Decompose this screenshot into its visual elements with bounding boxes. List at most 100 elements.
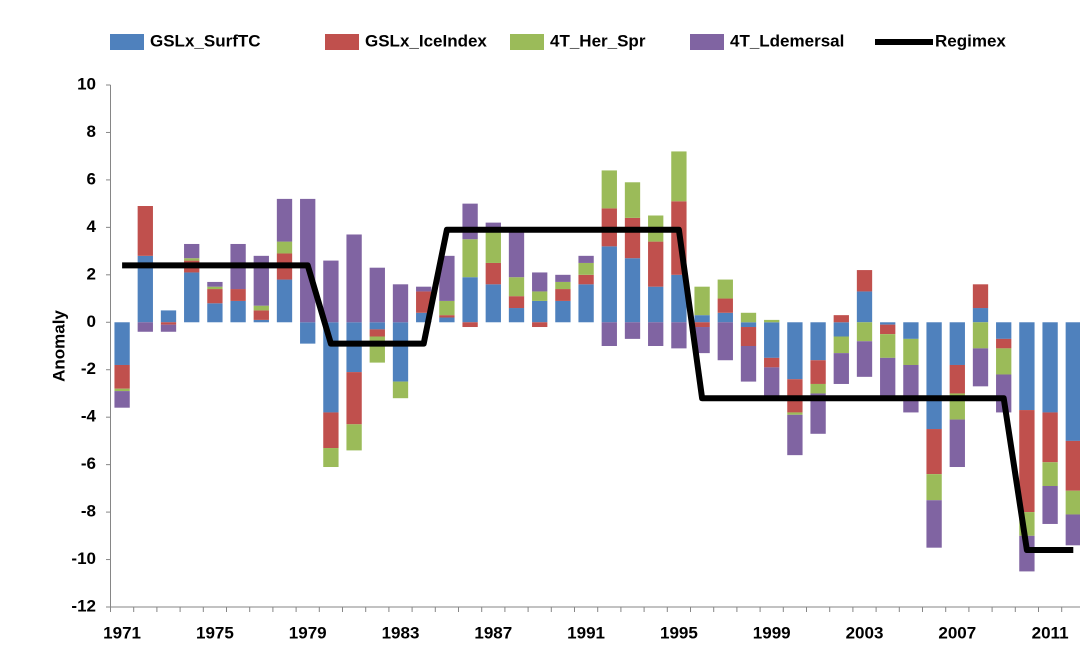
bar-segment [787, 414, 803, 456]
bar-segment [1042, 485, 1058, 524]
bar-segment [949, 364, 965, 394]
bar-segment [810, 383, 826, 394]
bar-segment [856, 270, 873, 292]
y-tick-label: 4 [87, 217, 97, 236]
bar-segment [485, 232, 501, 263]
bar-segment [439, 317, 455, 323]
bar-segment [648, 286, 664, 323]
bar-segment [485, 284, 501, 323]
bar-segment [485, 262, 501, 285]
bar-segment [787, 412, 803, 415]
bar-segment [416, 291, 432, 313]
bar-segment [369, 336, 385, 363]
bar-segment [253, 319, 269, 323]
bar-segment [508, 232, 525, 278]
bar-segment [740, 327, 757, 346]
legend-swatch [110, 34, 144, 50]
bar-segment [926, 429, 942, 475]
bar-segment [648, 241, 664, 287]
bar-segment [996, 322, 1012, 339]
bar-segment [903, 322, 919, 339]
legend-swatch [690, 34, 724, 50]
bar-segment [392, 322, 409, 382]
x-tick-label: 2003 [846, 623, 884, 642]
bar-segment [764, 319, 780, 323]
bar-segment [601, 170, 617, 209]
bar-segment [462, 203, 478, 240]
y-tick-label: -2 [81, 359, 96, 378]
bar-segment [416, 286, 432, 292]
bar-segment [624, 258, 641, 323]
y-axis-label: Anomaly [49, 310, 68, 382]
bar-segment [764, 322, 780, 358]
bar-segment [253, 310, 269, 320]
bar-segment [184, 243, 200, 259]
bar-segment [1019, 410, 1035, 513]
x-tick-label: 1983 [382, 623, 420, 642]
bar-segment [717, 312, 733, 323]
bar-segment [439, 315, 455, 318]
bar-segment [926, 322, 942, 430]
bar-segment [207, 289, 223, 304]
bar-segment [578, 255, 594, 263]
bar-segment [508, 296, 525, 309]
bar-segment [114, 322, 130, 365]
bar-segment [555, 274, 571, 282]
bar-segment [972, 284, 989, 309]
bar-segment [880, 324, 896, 335]
regime-line [122, 226, 1074, 554]
x-tick-label: 1987 [474, 623, 512, 642]
x-tick-label: 1979 [289, 623, 327, 642]
bar-segment [833, 315, 849, 323]
bar-segment [833, 322, 849, 337]
x-tick-label: 1995 [660, 623, 698, 642]
bar-segment [276, 279, 293, 323]
legend-label: GSLx_IceIndex [365, 31, 487, 50]
bar-segment [810, 360, 826, 384]
bar-segment [1042, 322, 1058, 413]
bar-segment [740, 322, 757, 328]
bar-segment [880, 357, 896, 401]
bar-segment [578, 284, 594, 323]
bar-segment [184, 272, 200, 323]
x-tick-label: 2011 [1032, 623, 1069, 642]
bar-segment [624, 182, 641, 218]
bar-segment [555, 289, 571, 301]
bar-segment [671, 322, 687, 349]
legend-label: GSLx_SurfTC [150, 31, 261, 50]
legend-swatch [325, 34, 359, 50]
bar-segment [624, 217, 641, 259]
bar-segment [996, 348, 1012, 375]
bar-segment [346, 424, 362, 451]
bar-segment [462, 322, 478, 328]
bar-segment [184, 258, 200, 261]
x-tick-label: 1971 [103, 623, 141, 642]
y-tick-label: -10 [71, 549, 96, 568]
bar-segment [1042, 462, 1058, 486]
bar-segment [137, 322, 153, 332]
x-tick-label: 1999 [753, 623, 791, 642]
bar-segment [694, 286, 710, 316]
y-tick-label: -12 [71, 596, 96, 615]
bar-segment [114, 364, 130, 389]
bar-segment [532, 272, 548, 292]
bar-segment [300, 322, 316, 344]
bar-segment [903, 338, 919, 365]
bar-segment [160, 322, 177, 325]
bar-segment [740, 312, 757, 323]
bar-segment [764, 357, 780, 368]
y-tick-label: -6 [81, 454, 96, 473]
bar-segment [740, 346, 757, 382]
bar-segment [253, 305, 269, 311]
bar-segment [833, 353, 849, 384]
bar-segment [276, 198, 293, 242]
bar-segment [555, 281, 571, 290]
bar-segment [532, 291, 548, 301]
bar-segment [369, 322, 385, 330]
bar-segment [1065, 514, 1080, 546]
y-tick-label: -8 [81, 502, 96, 521]
bar-segment [578, 274, 594, 285]
bar-segment [764, 367, 780, 396]
bar-segment [323, 448, 339, 468]
